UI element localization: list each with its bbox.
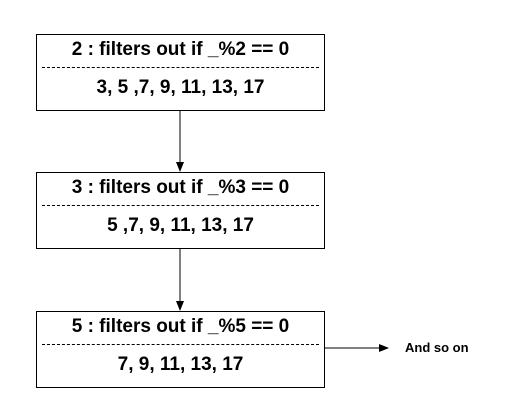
dashed-divider <box>42 67 319 68</box>
dashed-divider <box>42 344 319 345</box>
remaining-values: 5 ,7, 9, 11, 13, 17 <box>107 215 254 236</box>
remaining-values: 3, 5 ,7, 9, 11, 13, 17 <box>96 77 265 98</box>
filter-box-2: 2 : filters out if _%2 == 0 3, 5 ,7, 9, … <box>36 34 325 111</box>
filter-box-5: 5 : filters out if _%5 == 0 7, 9, 11, 13… <box>36 311 325 388</box>
remaining-values: 7, 9, 11, 13, 17 <box>117 354 244 375</box>
filter-title: 3 : filters out if _%3 == 0 <box>71 177 290 198</box>
filter-title: 5 : filters out if _%5 == 0 <box>71 316 290 337</box>
filter-box-3: 3 : filters out if _%3 == 0 5 ,7, 9, 11,… <box>36 172 325 249</box>
continuation-label: And so on <box>405 340 469 355</box>
filter-title: 2 : filters out if _%2 == 0 <box>71 39 290 60</box>
dashed-divider <box>42 205 319 206</box>
